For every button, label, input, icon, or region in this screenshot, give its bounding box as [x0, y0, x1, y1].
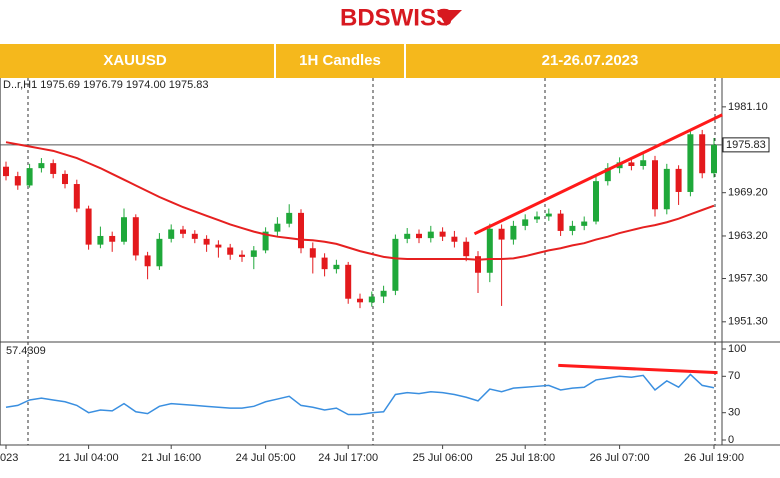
candle-body [14, 176, 21, 186]
candle-body [604, 168, 611, 182]
candle-body [652, 160, 658, 210]
candle-body [545, 213, 552, 217]
x-tick-label: 25 Jul 06:00 [413, 452, 473, 464]
candle-body [121, 217, 127, 242]
candle-body [534, 216, 540, 220]
candle-body [227, 247, 234, 255]
candle-body [581, 221, 588, 226]
candle-body [663, 168, 670, 210]
candle-body [357, 298, 363, 303]
candle-body [392, 238, 399, 291]
candle-body [427, 231, 434, 239]
candle-body [85, 208, 92, 245]
candle-body [628, 162, 635, 166]
candle-body [274, 223, 281, 232]
candle-body [333, 264, 340, 270]
candle-body [510, 225, 517, 240]
rsi-line [5, 373, 715, 416]
candle-body [97, 235, 104, 245]
candle-body [557, 213, 564, 231]
candle-body [640, 160, 647, 166]
candle-body [203, 238, 210, 245]
session-lines [27, 78, 716, 445]
candle-body [368, 296, 375, 303]
candle-body [475, 256, 481, 273]
y-tick-label: 1951.30 [728, 316, 768, 328]
candle-body [593, 181, 599, 222]
last-price-label: 1975.83 [726, 139, 766, 151]
symbol: XAUUSD [103, 52, 167, 69]
x-tick-label: 24 Jul 17:00 [318, 452, 378, 464]
candle-body [298, 212, 304, 249]
candle-body [463, 241, 470, 257]
candle-body [26, 168, 33, 186]
trendline [558, 363, 718, 375]
candle-body [309, 248, 316, 258]
y-tick-label: 30 [728, 407, 740, 419]
timeframe: 1H Candles [299, 52, 381, 69]
info-label: D..r,H1 1975.69 1976.79 1974.00 1975.83 [3, 79, 209, 91]
candle-body [404, 233, 411, 239]
rsi-value-label: 57.4309 [6, 345, 46, 357]
candle-body [215, 244, 222, 248]
candle-body [321, 257, 328, 270]
candle-body [569, 225, 576, 231]
candle-body [73, 184, 80, 209]
candle-body [250, 250, 257, 257]
candle-body [451, 236, 458, 242]
y-tick-label: 1981.10 [728, 101, 768, 113]
candle-body [675, 168, 682, 192]
last-price-box [722, 137, 770, 153]
candle-body [687, 134, 694, 192]
dates: 21-26.07.2023 [542, 52, 639, 69]
title-bar [0, 44, 780, 78]
candle-body [416, 233, 422, 239]
y-tick-label: 0 [728, 434, 734, 446]
x-tick-label: 26 Jul 07:00 [590, 452, 650, 464]
candle-body [498, 228, 505, 240]
x-tick-label: 26 Jul 19:00 [684, 452, 744, 464]
trendline [473, 113, 723, 236]
candle-body [180, 229, 186, 234]
candle-body [699, 134, 706, 174]
candle-body [144, 255, 151, 267]
candle-body [109, 235, 116, 242]
y-tick-label: 1957.30 [728, 272, 768, 284]
logo-mark [437, 10, 462, 26]
candle-body [522, 219, 529, 226]
y-tick-label: 100 [728, 343, 746, 355]
candle-body [239, 254, 245, 257]
candle-body [62, 173, 68, 185]
candle-body [132, 217, 139, 256]
candle-body [156, 238, 163, 267]
candle-body [50, 163, 57, 174]
y-tick-label: 1963.20 [728, 230, 768, 242]
candle-body [486, 228, 493, 273]
x-tick-label: 023 [0, 452, 18, 464]
logo: BDSWISS [340, 4, 452, 31]
candle-body [345, 264, 352, 299]
candle-body [711, 144, 717, 174]
x-tick-label: 25 Jul 18:00 [495, 452, 555, 464]
candle-body [191, 233, 198, 239]
x-tick-label: 21 Jul 04:00 [59, 452, 119, 464]
candle-body [286, 212, 293, 224]
candle-body [3, 166, 9, 177]
candle-body [168, 229, 175, 239]
y-tick-label: 70 [728, 370, 740, 382]
x-tick-label: 21 Jul 16:00 [141, 452, 201, 464]
y-tick-label: 1969.20 [728, 187, 768, 199]
candle-body [262, 231, 269, 251]
x-tick-label: 24 Jul 05:00 [236, 452, 296, 464]
candle-body [380, 290, 387, 297]
candle-body [439, 231, 446, 237]
candle-body [38, 163, 45, 169]
moving-average [5, 141, 715, 261]
